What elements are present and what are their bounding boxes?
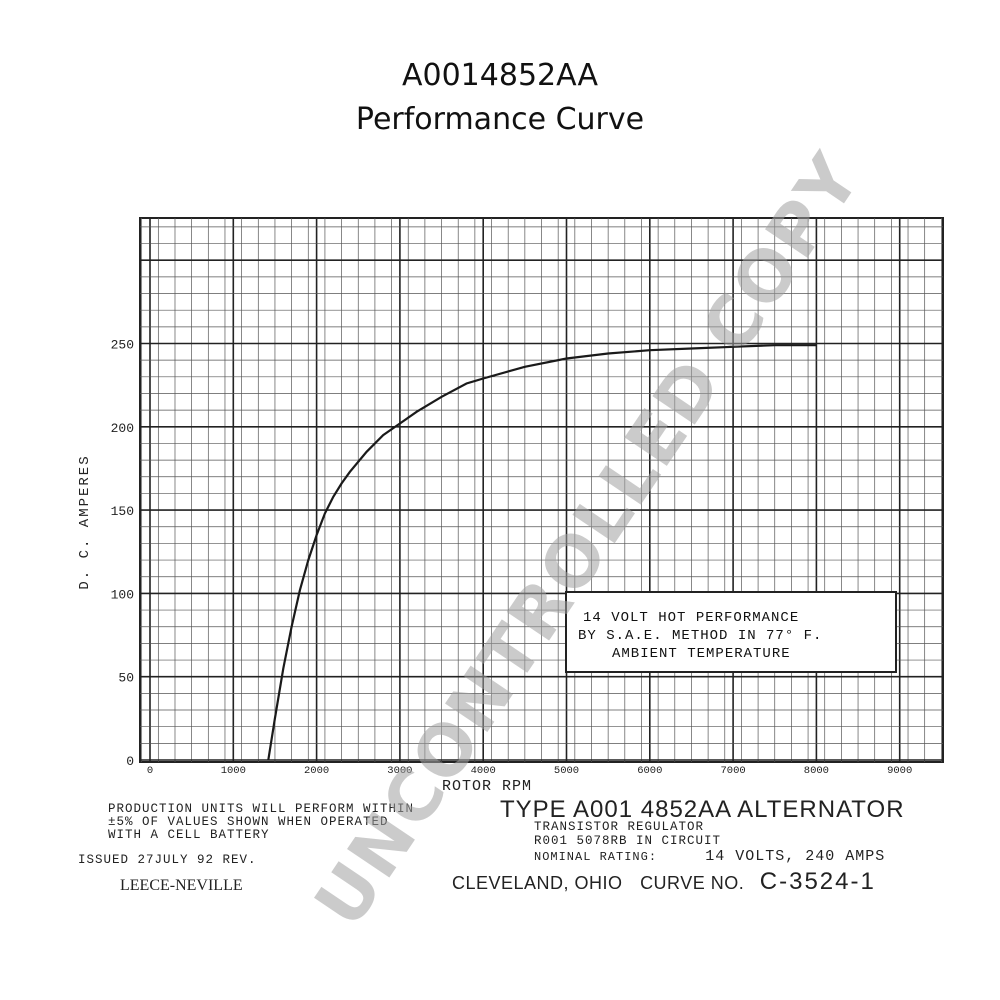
annotation-line-1: 14 VOLT HOT PERFORMANCE	[583, 610, 799, 626]
nominal-rating: NOMINAL RATING: 14 VOLTS, 240 AMPS	[534, 848, 885, 865]
annotation-line-3: AMBIENT TEMPERATURE	[612, 646, 791, 662]
x-axis-label: ROTOR RPM	[442, 778, 532, 795]
chart-grid	[140, 218, 943, 762]
chart-subtitle: Performance Curve	[355, 102, 645, 137]
rating-value: 14 VOLTS, 240 AMPS	[705, 848, 886, 865]
y-tick-label: 200	[111, 421, 134, 436]
y-tick-label: 150	[111, 504, 134, 519]
curve-info: CLEVELAND, OHIO CURVE NO. C-3524-1	[452, 868, 876, 896]
x-tick-label: 0	[147, 765, 153, 777]
annotation-frame	[565, 591, 897, 673]
x-tick-label: 1000	[221, 765, 246, 777]
x-tick-label: 4000	[471, 765, 496, 777]
x-tick-label: 6000	[637, 765, 662, 777]
production-note-line-2: ±5% OF VALUES SHOWN WHEN OPERATED	[108, 815, 389, 829]
production-note-line-1: PRODUCTION UNITS WILL PERFORM WITHIN	[108, 802, 415, 816]
rating-label: NOMINAL RATING:	[534, 850, 658, 864]
issued-date: ISSUED 27JULY 92 REV.	[78, 853, 257, 867]
annotation-line-2: BY S.A.E. METHOD IN 77° F.	[578, 628, 822, 644]
y-tick-label: 50	[118, 671, 134, 686]
x-tick-labels: 0 1000 2000 3000 4000 5000 6000 7000 8000 9000	[147, 765, 912, 777]
current-curve	[267, 344, 817, 761]
x-tick-label: 8000	[804, 765, 829, 777]
y-tick-label: 0	[126, 754, 134, 769]
location: CLEVELAND, OHIO	[452, 873, 623, 893]
brand-name: LEECE-NEVILLE	[120, 877, 243, 894]
regulator-spec: TRANSISTOR REGULATOR R001 5078RB IN CIRC…	[534, 820, 722, 848]
x-tick-label: 5000	[554, 765, 579, 777]
regulator-circuit: R001 5078RB IN CIRCUIT	[534, 833, 722, 848]
regulator-type: TRANSISTOR REGULATOR	[534, 820, 705, 834]
x-tick-label: 9000	[887, 765, 912, 777]
production-note-line-3: WITH A CELL BATTERY	[108, 828, 270, 842]
x-tick-label: 7000	[720, 765, 745, 777]
curve-number: C-3524-1	[759, 868, 876, 895]
y-tick-label: 250	[111, 338, 134, 353]
chart-title: A0014852AA	[401, 58, 598, 93]
curve-label: CURVE NO.	[640, 873, 745, 893]
y-axis-label: D. C. AMPERES	[77, 454, 93, 589]
y-tick-label: 100	[111, 587, 134, 602]
x-tick-label: 3000	[387, 765, 412, 777]
x-tick-label: 2000	[304, 765, 329, 777]
y-tick-labels: 0 50 100 150 200 250	[111, 338, 134, 770]
alternator-type: TYPE A001 4852AA ALTERNATOR	[500, 796, 905, 823]
annotation-box: 14 VOLT HOT PERFORMANCE BY S.A.E. METHOD…	[565, 591, 897, 673]
production-note: PRODUCTION UNITS WILL PERFORM WITHIN ±5%…	[108, 803, 414, 842]
